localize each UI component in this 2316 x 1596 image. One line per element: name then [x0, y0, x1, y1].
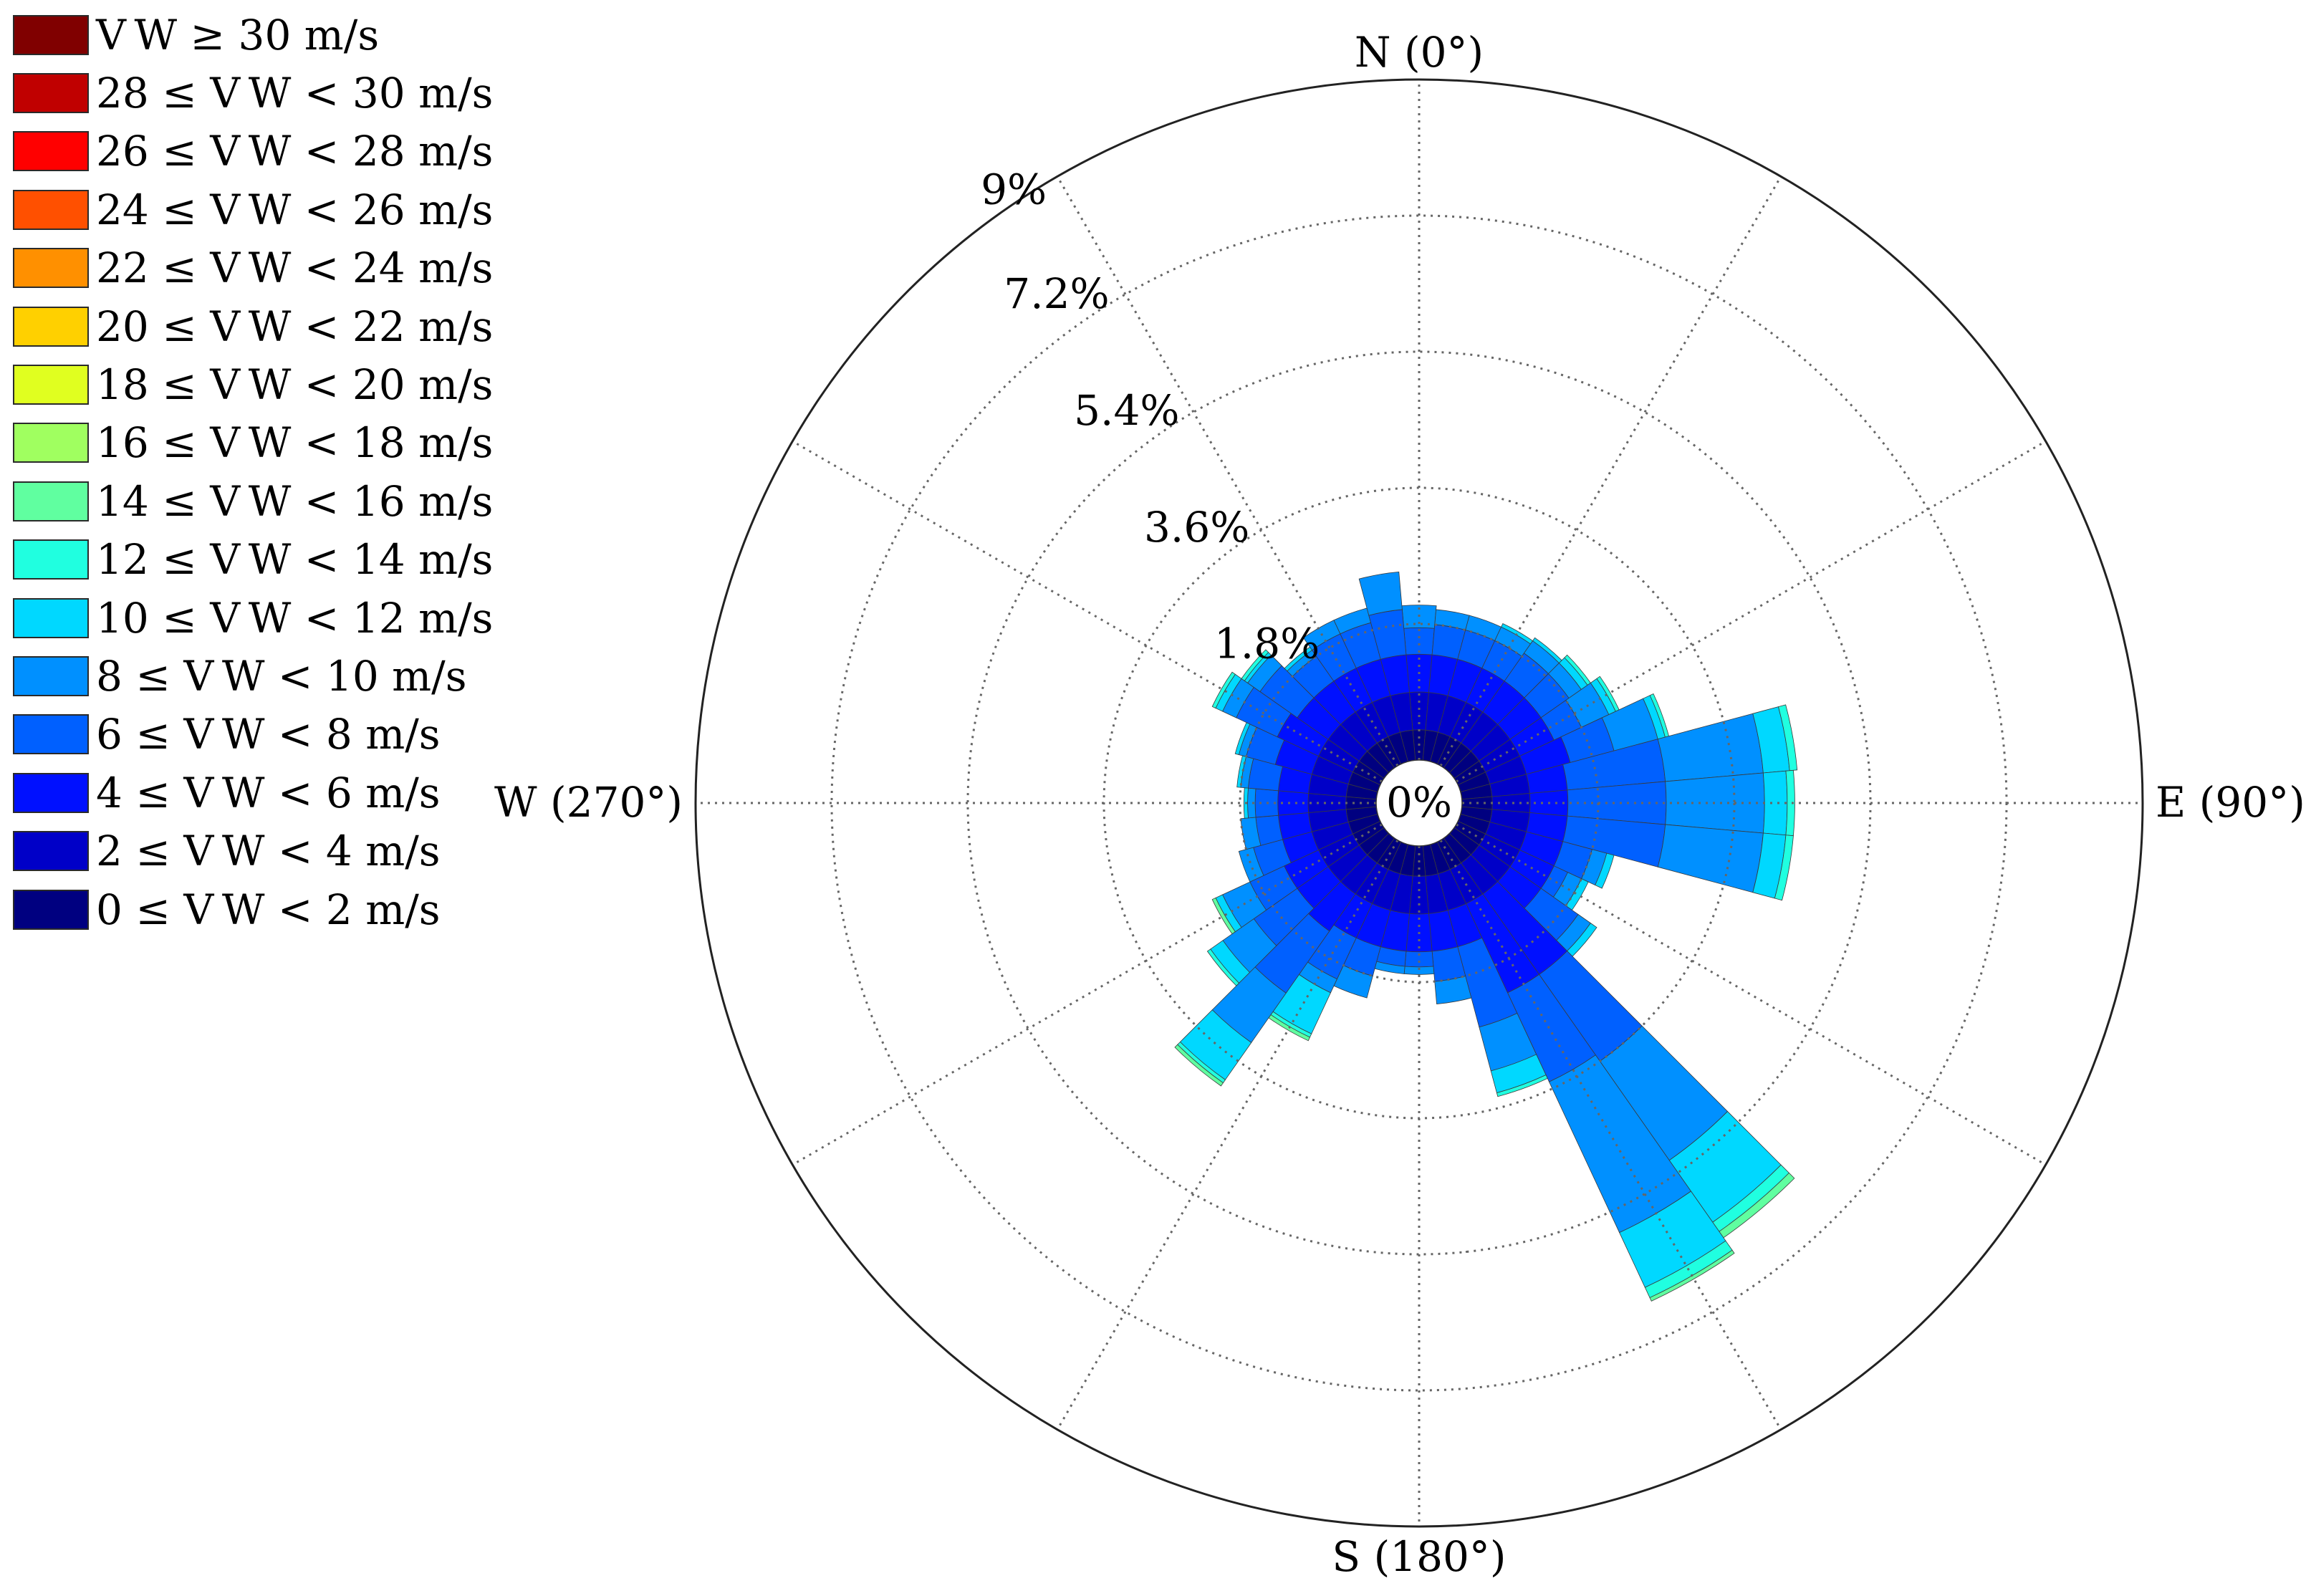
- legend-swatch: [13, 248, 89, 289]
- sector-250deg-bin-4: [1238, 847, 1264, 883]
- direction-label-west: W (270°): [494, 778, 683, 827]
- legend-item: V W ≥ 30 m/s: [13, 6, 493, 64]
- sector-80deg-bin-6: [1777, 704, 1798, 771]
- grid-spoke: [792, 440, 1383, 783]
- sector-350deg-bin-4: [1358, 571, 1403, 616]
- legend-item: 24 ≤ V W < 26 m/s: [13, 181, 493, 239]
- legend-swatch: [13, 831, 89, 872]
- legend-label: 4 ≤ V W < 6 m/s: [96, 768, 441, 817]
- legend-swatch: [13, 306, 89, 347]
- legend-label: 10 ≤ V W < 12 m/s: [96, 593, 494, 643]
- legend-label: 12 ≤ V W < 14 m/s: [96, 535, 494, 585]
- sector-300deg-bin-6: [1211, 671, 1236, 709]
- radial-tick-label: 3.6%: [1144, 503, 1249, 552]
- grid-spoke: [1456, 823, 2047, 1166]
- legend: V W ≥ 30 m/s 28 ≤ V W < 30 m/s 26 ≤ V W < …: [13, 6, 493, 938]
- direction-label-south: S (180°): [1332, 1532, 1506, 1581]
- legend-label: V W ≥ 30 m/s: [96, 10, 380, 59]
- legend-swatch: [13, 423, 89, 463]
- sector-100deg-bin-6: [1774, 835, 1794, 901]
- sector-90deg-bin-5: [1762, 770, 1788, 836]
- sector-220deg-bin-7: [1174, 1044, 1224, 1087]
- radial-tick-label: 9%: [981, 165, 1047, 213]
- legend-swatch: [13, 889, 89, 930]
- legend-label: 6 ≤ V W < 8 m/s: [96, 710, 441, 759]
- legend-swatch: [13, 597, 89, 638]
- legend-label: 22 ≤ V W < 24 m/s: [96, 244, 494, 293]
- legend-item: 8 ≤ V W < 10 m/s: [13, 647, 493, 705]
- legend-item: 22 ≤ V W < 24 m/s: [13, 239, 493, 297]
- legend-label: 0 ≤ V W < 2 m/s: [96, 885, 441, 934]
- legend-swatch: [13, 481, 89, 521]
- legend-item: 12 ≤ V W < 14 m/s: [13, 531, 493, 589]
- sector-230deg-bin-6: [1206, 948, 1240, 986]
- legend-item: 6 ≤ V W < 8 m/s: [13, 706, 493, 764]
- legend-item: 0 ≤ V W < 2 m/s: [13, 880, 493, 938]
- legend-item: 20 ≤ V W < 22 m/s: [13, 297, 493, 355]
- legend-swatch: [13, 73, 89, 114]
- legend-label: 8 ≤ V W < 10 m/s: [96, 651, 467, 701]
- legend-item: 2 ≤ V W < 4 m/s: [13, 822, 493, 880]
- grid-spoke: [1439, 176, 1782, 766]
- sector-150deg-bin-7: [1649, 1249, 1735, 1302]
- legend-item: 4 ≤ V W < 6 m/s: [13, 764, 493, 822]
- legend-swatch: [13, 189, 89, 230]
- legend-swatch: [13, 539, 89, 580]
- polar-grid: [694, 78, 2144, 1528]
- sector-160deg-bin-6: [1496, 1075, 1548, 1097]
- legend-swatch: [13, 772, 89, 813]
- legend-label: 24 ≤ V W < 26 m/s: [96, 185, 494, 234]
- grid-spoke: [1439, 840, 1782, 1431]
- legend-swatch: [13, 714, 89, 755]
- legend-label: 20 ≤ V W < 22 m/s: [96, 302, 494, 351]
- legend-item: 16 ≤ V W < 18 m/s: [13, 414, 493, 472]
- grid-spoke: [1456, 440, 2047, 783]
- sector-240deg-bin-7: [1211, 897, 1236, 935]
- center-hole: [1375, 759, 1463, 847]
- legend-swatch: [13, 131, 89, 172]
- grid-spoke: [1056, 840, 1399, 1431]
- radial-tick-labels: 1.8% 3.6% 5.4% 7.2% 9%: [981, 165, 1320, 668]
- center-label: 0%: [1386, 778, 1452, 827]
- legend-item: 18 ≤ V W < 20 m/s: [13, 355, 493, 413]
- sector-110deg-bin-5: [1595, 852, 1615, 889]
- legend-label: 2 ≤ V W < 4 m/s: [96, 827, 441, 876]
- legend-label: 14 ≤ V W < 16 m/s: [96, 476, 494, 526]
- legend-label: 18 ≤ V W < 20 m/s: [96, 360, 494, 410]
- sector-180deg-bin-4: [1403, 966, 1435, 975]
- radial-tick-label: 7.2%: [1004, 269, 1109, 318]
- radial-tick-label: 5.4%: [1074, 386, 1179, 435]
- legend-label: 28 ≤ V W < 30 m/s: [96, 69, 494, 118]
- legend-item: 26 ≤ V W < 28 m/s: [13, 122, 493, 181]
- legend-swatch: [13, 655, 89, 696]
- legend-label: 26 ≤ V W < 28 m/s: [96, 127, 494, 176]
- direction-label-north: N (0°): [1355, 28, 1484, 77]
- sector-260deg-bin-4: [1240, 817, 1262, 850]
- wind-rose-sectors: [1174, 571, 1798, 1302]
- sector-80deg-bin-4: [1657, 713, 1764, 782]
- legend-item: 28 ≤ V W < 30 m/s: [13, 64, 493, 122]
- legend-swatch: [13, 14, 89, 55]
- legend-label: 16 ≤ V W < 18 m/s: [96, 418, 494, 468]
- sector-270deg-bin-4: [1247, 787, 1256, 819]
- legend-swatch: [13, 365, 89, 405]
- direction-label-east: E (90°): [2156, 778, 2305, 827]
- outer-ring: [694, 78, 2144, 1528]
- grid-spoke: [792, 823, 1383, 1166]
- radial-tick-label: 1.8%: [1214, 620, 1320, 668]
- legend-item: 10 ≤ V W < 12 m/s: [13, 589, 493, 647]
- legend-item: 14 ≤ V W < 16 m/s: [13, 472, 493, 530]
- grid-spoke: [1056, 176, 1399, 766]
- sector-310deg-bin-6: [1241, 649, 1269, 681]
- sector-100deg-bin-4: [1657, 824, 1764, 893]
